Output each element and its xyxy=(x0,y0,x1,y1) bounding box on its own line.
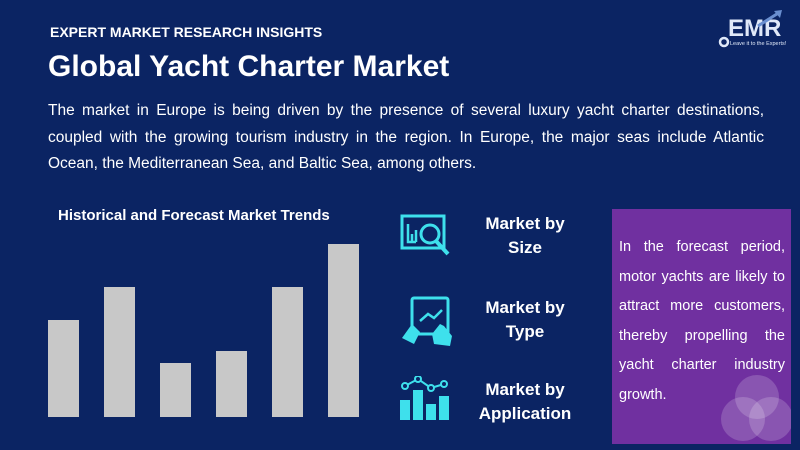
svg-text:Leave it to the Experts!: Leave it to the Experts! xyxy=(730,41,787,47)
svg-text:EMR: EMR xyxy=(728,15,781,42)
tablet-touch-icon xyxy=(402,296,452,346)
market-by-type[interactable]: Market by Type xyxy=(400,296,600,356)
kicker: EXPERT MARKET RESEARCH INSIGHTS xyxy=(50,24,323,40)
chart-magnifier-icon xyxy=(400,214,450,256)
bar-5 xyxy=(272,287,303,417)
market-by-application[interactable]: Market by Application xyxy=(400,376,600,438)
bar-1 xyxy=(48,320,79,417)
venn-icon xyxy=(721,375,791,441)
market-by-size[interactable]: Market by Size xyxy=(400,212,600,272)
bar-2 xyxy=(104,287,135,417)
insight-text: In the forecast period, motor yachts are… xyxy=(619,239,785,403)
chart-title: Historical and Forecast Market Trends xyxy=(58,207,330,224)
bar-3 xyxy=(160,363,191,417)
market-by-size-label: Market by Size xyxy=(485,214,565,257)
market-by-type-label: Market by Type xyxy=(485,298,565,341)
bar-line-chart-icon xyxy=(400,376,449,420)
bar-4 xyxy=(216,351,247,417)
insight-box: In the forecast period, motor yachts are… xyxy=(612,209,791,444)
market-by-application-label: Market by Application xyxy=(478,380,572,423)
emr-logo: EMR Leave it to the Experts! xyxy=(718,8,790,48)
page-title: Global Yacht Charter Market xyxy=(48,50,450,83)
description: The market in Europe is being driven by … xyxy=(48,102,764,172)
bar-6 xyxy=(328,244,359,417)
